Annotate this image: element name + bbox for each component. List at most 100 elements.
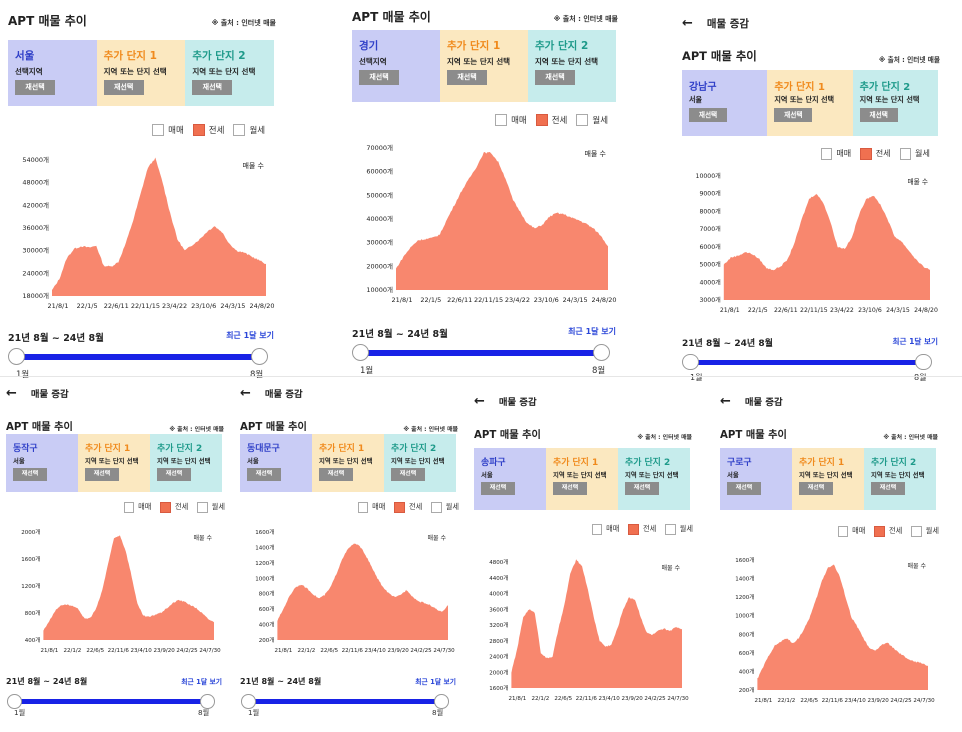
- slider-start-handle[interactable]: [6, 694, 22, 709]
- period-slider[interactable]: [682, 354, 932, 371]
- add-complex-1-box[interactable]: 추가 단지 1 지역 또는 단지 선택 재선택: [96, 40, 186, 106]
- x-tick-label: 21/8/1: [509, 696, 527, 702]
- add-complex-2-box[interactable]: 추가 단지 2 지역 또는 단지 선택 재선택: [150, 434, 222, 492]
- sale-checkbox[interactable]: [495, 114, 508, 126]
- jeonse-checkbox[interactable]: [394, 502, 405, 513]
- monthly-checkbox[interactable]: [665, 524, 676, 535]
- slider-end-handle[interactable]: [434, 694, 450, 709]
- add-complex-2-box[interactable]: 추가 단지 2 지역 또는 단지 선택 재선택: [384, 434, 456, 492]
- monthly-checkbox[interactable]: [911, 526, 922, 537]
- series-legend: 매매 전세 월세: [591, 524, 702, 535]
- add-complex-2-box[interactable]: 추가 단지 2 지역 또는 단지 선택 재선택: [864, 448, 936, 510]
- period-slider[interactable]: [8, 348, 268, 365]
- y-tick-label: 30000개: [366, 238, 393, 247]
- region-box[interactable]: 동작구 서울 재선택: [6, 434, 78, 492]
- region-box[interactable]: 강남구 서울 재선택: [682, 70, 768, 136]
- monthly-checkbox[interactable]: [197, 502, 208, 513]
- recent-month-link[interactable]: 최근 1달 보기: [181, 678, 222, 686]
- add-complex-1-box[interactable]: 추가 단지 1 지역 또는 단지 선택 재선택: [440, 30, 528, 102]
- region-box[interactable]: 동대문구 서울 재선택: [240, 434, 312, 492]
- x-tick-label: 23/10/6: [534, 296, 559, 304]
- slider-end-handle[interactable]: [593, 344, 610, 361]
- reselect-button[interactable]: 재선택: [157, 468, 191, 481]
- monthly-checkbox[interactable]: [576, 114, 589, 126]
- reselect-button[interactable]: 재선택: [799, 482, 833, 495]
- recent-month-link[interactable]: 최근 1달 보기: [415, 678, 456, 686]
- sale-checkbox[interactable]: [820, 148, 833, 160]
- jeonse-checkbox[interactable]: [160, 502, 171, 513]
- recent-month-link[interactable]: 최근 1달 보기: [226, 331, 274, 340]
- reselect-button[interactable]: 재선택: [625, 482, 659, 495]
- recent-month-link[interactable]: 최근 1달 보기: [892, 337, 938, 346]
- jeonse-checkbox[interactable]: [535, 114, 548, 126]
- period-slider[interactable]: [352, 344, 610, 361]
- reselect-button[interactable]: 재선택: [85, 468, 119, 481]
- slider-start-handle[interactable]: [8, 348, 25, 365]
- reselect-button[interactable]: 재선택: [774, 108, 813, 123]
- reselect-button[interactable]: 재선택: [13, 468, 47, 481]
- reselect-button[interactable]: 재선택: [481, 482, 515, 495]
- back-arrow-icon[interactable]: ←: [240, 386, 251, 401]
- reselect-button[interactable]: 재선택: [103, 80, 144, 95]
- region-box[interactable]: 서울 선택지역 재선택: [8, 40, 97, 106]
- region-box[interactable]: 송파구 서울 재선택: [474, 448, 546, 510]
- sale-checkbox[interactable]: [837, 526, 849, 537]
- region-box[interactable]: 구로구 서울 재선택: [720, 448, 792, 510]
- slider-end-handle[interactable]: [200, 694, 216, 709]
- slider-end-handle[interactable]: [251, 348, 268, 365]
- period-slider[interactable]: [240, 694, 450, 709]
- area-chart: 4800개 4400개 4000개 3600개 3200개 2800개 2400개 2000개…: [489, 558, 689, 702]
- add-complex-2-box[interactable]: 추가 단지 2 지역 또는 단지 선택 재선택: [852, 70, 938, 136]
- slider-start-handle[interactable]: [240, 694, 256, 709]
- region-box[interactable]: 경기 선택지역 재선택: [352, 30, 440, 102]
- back-arrow-icon[interactable]: ←: [682, 16, 693, 31]
- add-complex-2-box-subtitle: 지역 또는 단지 선택: [871, 471, 925, 480]
- reselect-button[interactable]: 재선택: [871, 482, 905, 495]
- add-complex-2-box[interactable]: 추가 단지 2 지역 또는 단지 선택 재선택: [618, 448, 690, 510]
- sale-checkbox[interactable]: [152, 124, 165, 136]
- add-complex-1-box[interactable]: 추가 단지 1 지역 또는 단지 선택 재선택: [767, 70, 853, 136]
- sale-checkbox[interactable]: [357, 502, 369, 513]
- add-complex-1-box[interactable]: 추가 단지 1 지역 또는 단지 선택 재선택: [792, 448, 864, 510]
- x-tick-label: 24/8/20: [249, 302, 274, 310]
- jeonse-checkbox[interactable]: [192, 124, 205, 136]
- reselect-button[interactable]: 재선택: [553, 482, 587, 495]
- reselect-button[interactable]: 재선택: [15, 80, 55, 95]
- sale-label: 매매: [138, 502, 152, 512]
- reselect-button[interactable]: 재선택: [192, 80, 233, 95]
- jeonse-checkbox[interactable]: [628, 524, 639, 535]
- reselect-button[interactable]: 재선택: [247, 468, 281, 481]
- page-title: APT 매물 추이: [720, 430, 787, 441]
- monthly-checkbox[interactable]: [899, 148, 912, 160]
- monthly-checkbox[interactable]: [431, 502, 442, 513]
- period-slider[interactable]: [6, 694, 216, 709]
- add-complex-2-box[interactable]: 추가 단지 2 지역 또는 단지 선택 재선택: [185, 40, 274, 106]
- add-complex-1-box[interactable]: 추가 단지 1 지역 또는 단지 선택 재선택: [546, 448, 618, 510]
- jeonse-checkbox[interactable]: [874, 526, 885, 537]
- slider-start-handle[interactable]: [352, 344, 369, 361]
- selection-boxes: 동대문구 서울 재선택 추가 단지 1 지역 또는 단지 선택 재선택 추가 단지 2 지역 …: [240, 434, 456, 492]
- reselect-button[interactable]: 재선택: [391, 468, 425, 481]
- sale-checkbox[interactable]: [123, 502, 135, 513]
- reselect-button[interactable]: 재선택: [535, 70, 575, 85]
- add-complex-1-box[interactable]: 추가 단지 1 지역 또는 단지 선택 재선택: [78, 434, 150, 492]
- reselect-button[interactable]: 재선택: [689, 108, 727, 123]
- back-arrow-icon[interactable]: ←: [474, 394, 485, 409]
- slider-start-handle[interactable]: [682, 354, 699, 371]
- reselect-button[interactable]: 재선택: [727, 482, 761, 495]
- recent-month-link[interactable]: 최근 1달 보기: [568, 327, 616, 336]
- back-arrow-icon[interactable]: ←: [720, 394, 731, 409]
- monthly-checkbox[interactable]: [233, 124, 246, 136]
- jeonse-checkbox[interactable]: [860, 148, 872, 160]
- add-complex-2-box[interactable]: 추가 단지 2 지역 또는 단지 선택 재선택: [528, 30, 616, 102]
- back-arrow-icon[interactable]: ←: [6, 386, 17, 401]
- reselect-button[interactable]: 재선택: [319, 468, 353, 481]
- monthly-label: 월세: [249, 126, 266, 136]
- sale-checkbox[interactable]: [591, 524, 603, 535]
- slider-end-handle[interactable]: [915, 354, 932, 371]
- reselect-button[interactable]: 재선택: [359, 70, 399, 85]
- reselect-button[interactable]: 재선택: [447, 70, 487, 85]
- add-complex-1-box[interactable]: 추가 단지 1 지역 또는 단지 선택 재선택: [312, 434, 384, 492]
- add-complex-1-box-title: 추가 단지 1: [319, 443, 365, 454]
- reselect-button[interactable]: 재선택: [859, 108, 898, 123]
